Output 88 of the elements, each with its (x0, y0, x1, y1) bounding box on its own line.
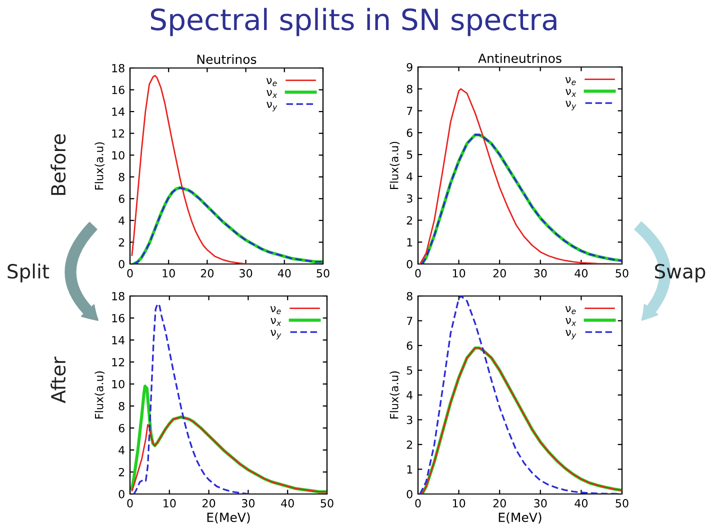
y-tick-label: 4 (118, 216, 125, 225)
y-tick-label: 12 (112, 129, 124, 138)
y-axis-title: Flux(a.u) (390, 142, 400, 189)
y-tick-label: 6 (406, 341, 412, 350)
x-tick-label: 30 (534, 269, 547, 278)
y-tick-label: 0 (406, 260, 412, 268)
y-tick-label: 8 (406, 84, 412, 94)
x-tick-label: 40 (574, 269, 588, 278)
y-tick-label: 3 (406, 194, 412, 203)
y-tick-label: 12 (112, 358, 124, 366)
legend-label: ν$_{e}$ (565, 306, 576, 314)
y-tick-label: 4 (118, 446, 125, 454)
legend-label: ν$_{x}$ (270, 318, 282, 326)
y-tick-label: 16 (112, 314, 124, 322)
x-axis-title: E(MeV) (498, 512, 542, 524)
x-tick-label: 0 (415, 499, 421, 508)
legend-label: ν$_{y}$ (566, 100, 576, 110)
x-tick-label: 20 (200, 269, 214, 278)
text: Before (50, 134, 66, 195)
y-tick-label: 0 (118, 490, 124, 498)
y-tick-label: 6 (118, 424, 124, 432)
x-tick-label: 40 (574, 499, 588, 508)
chart-title: Neutrinos (197, 54, 256, 64)
legend-label: ν$_{y}$ (270, 330, 282, 340)
legend-label: ν$_{x}$ (566, 318, 576, 326)
y-axis-title: Flux(a.u) (94, 371, 105, 418)
y-tick-label: 2 (406, 440, 412, 449)
y-tick-label: 8 (406, 292, 412, 300)
x-tick-label: 0 (415, 269, 421, 278)
text: After (50, 356, 66, 404)
y-tick-label: 2 (118, 238, 124, 246)
y-tick-label: 2 (118, 468, 124, 476)
y-tick-label: 1 (407, 465, 412, 474)
x-tick-label: 20 (493, 269, 506, 278)
text: Swap (655, 264, 706, 282)
x-tick-label: 20 (493, 499, 506, 508)
y-tick-label: 0 (118, 260, 124, 268)
legend-label: ν$_{x}$ (266, 90, 278, 98)
y-tick-label: 18 (112, 64, 124, 72)
y-tick-label: 9 (406, 62, 412, 72)
legend-label: ν$_{e}$ (270, 306, 281, 314)
text: Split (8, 264, 50, 282)
y-tick-label: 2 (406, 216, 412, 224)
x-tick-label: 20 (202, 499, 216, 508)
y-axis-title: Flux(a.u) (94, 142, 105, 190)
x-tick-label: 30 (534, 499, 547, 508)
x-axis-title: E(MeV) (207, 512, 250, 524)
text: Spectral splits in SN spectra (150, 8, 556, 36)
x-tick-label: 10 (452, 499, 466, 508)
x-tick-label: 30 (242, 499, 255, 508)
y-tick-label: 7 (406, 106, 412, 115)
y-tick-label: 5 (406, 366, 412, 375)
y-tick-label: 18 (112, 292, 124, 300)
y-tick-label: 7 (406, 316, 412, 325)
y-tick-label: 10 (112, 380, 124, 388)
x-tick-label: 50 (616, 269, 628, 278)
y-tick-label: 5 (406, 150, 412, 159)
y-tick-label: 10 (112, 151, 124, 160)
x-tick-label: 0 (127, 269, 133, 278)
x-tick-label: 50 (320, 499, 334, 508)
y-tick-label: 8 (118, 172, 124, 182)
y-tick-label: 16 (112, 86, 124, 94)
y-tick-label: 4 (406, 172, 413, 181)
x-tick-label: 10 (164, 499, 176, 508)
x-tick-label: 10 (162, 269, 175, 278)
y-tick-label: 0 (406, 490, 412, 498)
legend-label: ν$_{e}$ (266, 78, 277, 86)
y-axis-title: Flux(a.u) (390, 371, 400, 418)
x-tick-label: 50 (316, 269, 330, 278)
x-tick-label: 40 (281, 499, 294, 508)
y-tick-label: 8 (118, 402, 124, 410)
x-tick-label: 10 (452, 269, 466, 278)
x-tick-label: 50 (616, 499, 628, 508)
y-tick-label: 14 (112, 336, 125, 344)
y-tick-label: 1 (407, 238, 412, 246)
y-tick-label: 3 (406, 416, 412, 424)
x-tick-label: 30 (240, 269, 252, 278)
y-tick-label: 6 (118, 194, 124, 204)
legend-label: ν$_{y}$ (566, 330, 576, 340)
chart-title: Antineutrinos (478, 53, 562, 64)
y-tick-label: 14 (112, 108, 125, 116)
legend-label: ν$_{x}$ (566, 88, 576, 97)
x-tick-label: 40 (278, 269, 291, 278)
legend-label: ν$_{e}$ (565, 77, 576, 86)
x-tick-label: 0 (127, 499, 133, 508)
y-tick-label: 6 (406, 128, 412, 138)
y-tick-label: 4 (406, 391, 413, 400)
legend-label: ν$_{y}$ (266, 102, 278, 112)
